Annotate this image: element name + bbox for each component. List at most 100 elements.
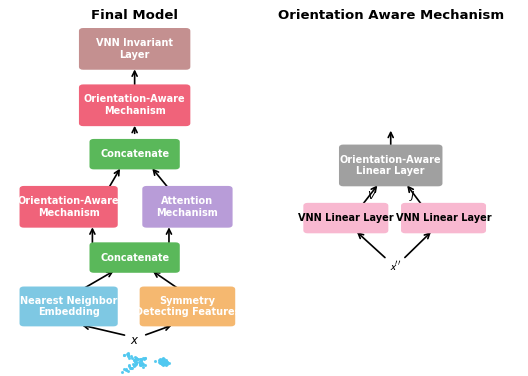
Point — [125, 364, 134, 370]
Point — [158, 358, 166, 364]
Point — [158, 361, 166, 367]
Point — [151, 358, 159, 364]
Point — [162, 358, 170, 364]
Text: Concatenate: Concatenate — [100, 253, 169, 262]
Point — [159, 359, 167, 365]
Point — [158, 359, 167, 365]
Point — [159, 355, 167, 361]
Point — [129, 361, 137, 367]
Point — [120, 366, 129, 372]
Point — [159, 359, 168, 365]
Point — [123, 351, 131, 357]
Point — [163, 359, 171, 365]
Point — [133, 356, 142, 362]
FancyBboxPatch shape — [20, 186, 118, 228]
Point — [158, 358, 166, 364]
Point — [138, 364, 147, 370]
Point — [161, 359, 169, 365]
Point — [126, 365, 135, 371]
Point — [124, 351, 132, 357]
Point — [159, 357, 167, 363]
Point — [159, 356, 168, 362]
Point — [137, 361, 145, 367]
Point — [137, 362, 145, 368]
Point — [159, 359, 168, 365]
Point — [130, 357, 138, 363]
Point — [136, 361, 145, 367]
Point — [136, 362, 145, 368]
Point — [163, 359, 171, 365]
Point — [132, 355, 140, 361]
Point — [159, 360, 167, 366]
FancyBboxPatch shape — [79, 85, 191, 126]
Point — [157, 359, 166, 365]
Point — [157, 359, 165, 365]
Text: Orientation-Aware
Linear Layer: Orientation-Aware Linear Layer — [340, 155, 441, 176]
Text: Attention
Mechanism: Attention Mechanism — [157, 196, 218, 218]
Point — [132, 360, 140, 366]
Point — [141, 362, 149, 368]
Point — [158, 357, 166, 363]
Point — [158, 361, 167, 367]
Point — [130, 359, 139, 365]
Text: Symmetry
Detecting Features: Symmetry Detecting Features — [135, 296, 240, 317]
Point — [157, 361, 166, 367]
Point — [137, 359, 146, 365]
Point — [136, 361, 144, 367]
Point — [157, 360, 166, 366]
Point — [162, 360, 170, 366]
Point — [161, 361, 169, 367]
Point — [128, 355, 136, 361]
Point — [160, 358, 168, 364]
Text: Final Model: Final Model — [91, 9, 178, 23]
Point — [138, 361, 146, 367]
Text: VNN Linear Layer: VNN Linear Layer — [395, 213, 492, 223]
Point — [158, 357, 166, 363]
Point — [118, 369, 127, 375]
Point — [123, 350, 131, 356]
Text: $\mathcal{x}''$: $\mathcal{x}''$ — [389, 260, 401, 274]
Point — [122, 366, 131, 372]
Point — [141, 355, 149, 361]
Text: Orientation-Aware
Mechanism: Orientation-Aware Mechanism — [18, 196, 119, 218]
Point — [128, 365, 136, 371]
Point — [158, 358, 166, 364]
Point — [137, 356, 146, 362]
Text: Orientation-Aware
Mechanism: Orientation-Aware Mechanism — [84, 94, 185, 116]
Point — [124, 352, 132, 358]
Point — [131, 356, 140, 362]
Point — [155, 359, 164, 365]
Text: VNN Invariant
Layer: VNN Invariant Layer — [96, 38, 173, 60]
Text: V: V — [367, 191, 375, 201]
Point — [161, 359, 169, 365]
Point — [131, 357, 139, 363]
Point — [131, 358, 139, 364]
Point — [131, 359, 140, 365]
FancyBboxPatch shape — [89, 243, 180, 273]
Text: $x$: $x$ — [130, 334, 140, 347]
Point — [158, 358, 166, 364]
Point — [134, 356, 143, 362]
Point — [120, 352, 129, 358]
Point — [157, 356, 166, 362]
Point — [159, 360, 167, 366]
Point — [138, 361, 147, 367]
Point — [136, 357, 145, 363]
FancyBboxPatch shape — [139, 287, 235, 326]
Text: VNN Linear Layer: VNN Linear Layer — [298, 213, 394, 223]
Point — [162, 357, 170, 363]
Point — [156, 359, 165, 365]
FancyBboxPatch shape — [339, 144, 442, 186]
Point — [125, 362, 134, 368]
Text: Nearest Neighbor
Embedding: Nearest Neighbor Embedding — [20, 296, 117, 317]
Point — [119, 352, 128, 358]
Point — [131, 355, 140, 361]
Point — [130, 353, 139, 359]
Point — [160, 359, 168, 365]
FancyBboxPatch shape — [143, 186, 232, 228]
Point — [138, 355, 147, 361]
Point — [131, 362, 139, 368]
Point — [124, 353, 133, 359]
Point — [135, 356, 144, 362]
Point — [159, 358, 168, 364]
